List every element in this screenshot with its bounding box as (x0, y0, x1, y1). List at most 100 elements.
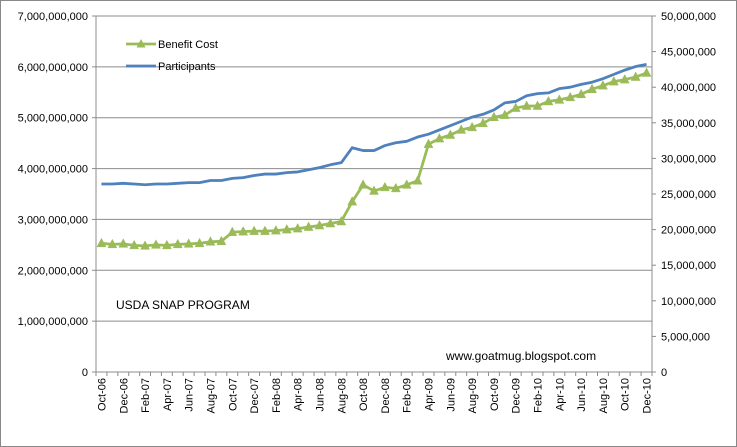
right-axis-tick-label: 25,000,000 (661, 189, 716, 201)
legend-swatch-marker (136, 39, 146, 48)
right-axis-tick-label: 15,000,000 (661, 260, 716, 272)
x-axis-tick-label: Oct-10 (620, 378, 632, 411)
data-point (543, 95, 554, 106)
legend: Benefit Cost Participants (126, 39, 218, 73)
left-axis-tick-label: 5,000,000,000 (18, 113, 88, 125)
data-point (587, 83, 597, 93)
data-point (107, 238, 118, 249)
data-point (358, 179, 369, 189)
right-axis-tick-label: 5,000,000 (661, 331, 710, 343)
data-point (238, 226, 249, 236)
data-point (216, 235, 227, 246)
data-point (619, 74, 630, 84)
x-axis-tick-label: Dec-06 (118, 378, 130, 413)
x-axis-tick-label: Aug-10 (598, 378, 610, 413)
data-point (630, 71, 641, 81)
x-axis-tick-label: Oct-09 (489, 378, 501, 411)
data-point (521, 100, 532, 110)
x-axis-tick-label: Aug-09 (467, 378, 479, 413)
right-axis-tick-label: 0 (661, 367, 667, 379)
x-axis-tick-label: Dec-09 (511, 378, 523, 413)
data-point (281, 224, 292, 234)
left-axis-tick-label: 3,000,000,000 (18, 214, 88, 226)
data-point (161, 239, 172, 250)
series-line-participants (101, 63, 647, 187)
x-axis-tick-label: Oct-07 (227, 378, 239, 411)
chart-annotation-source: www.goatmug.blogspot.com (445, 349, 596, 363)
data-point (478, 117, 488, 128)
data-point (499, 109, 510, 119)
data-point (554, 94, 565, 104)
x-axis-tick-label: Feb-08 (271, 378, 283, 413)
data-point (151, 239, 161, 249)
right-axis-tick-label: 20,000,000 (661, 225, 716, 237)
left-axis-tick-label: 7,000,000,000 (18, 11, 88, 23)
x-axis-tick-label: Apr-08 (293, 378, 305, 411)
x-axis-tick-label: Dec-10 (642, 378, 654, 413)
data-point (401, 179, 412, 189)
data-point (379, 181, 390, 192)
data-point (456, 124, 467, 134)
x-axis-tick-label: Dec-07 (249, 378, 261, 413)
left-axis-tick-label: 4,000,000,000 (18, 164, 88, 176)
data-point (292, 223, 303, 233)
left-axis-tick-label: 1,000,000,000 (18, 316, 88, 328)
data-point (445, 129, 456, 139)
legend-label: Benefit Cost (158, 39, 218, 51)
x-axis-tick-label: Aug-08 (336, 378, 348, 413)
data-point (249, 225, 259, 235)
data-point (576, 88, 587, 99)
right-axis-tick-label: 50,000,000 (661, 11, 716, 23)
data-point (467, 121, 478, 132)
x-axis-tick-label: Jun-09 (445, 378, 457, 412)
data-point (641, 67, 652, 77)
data-point (194, 237, 205, 248)
data-point (423, 138, 434, 148)
data-point (369, 185, 379, 195)
data-point (314, 219, 325, 230)
data-point (412, 175, 423, 185)
x-axis-tick-label: Aug-07 (205, 378, 217, 413)
data-point (205, 236, 216, 246)
x-axis-tick-label: Apr-07 (162, 378, 174, 411)
data-point (183, 238, 194, 248)
data-point (434, 133, 445, 143)
right-axis-tick-label: 10,000,000 (661, 296, 716, 308)
data-point (565, 91, 576, 102)
data-point (347, 196, 358, 206)
x-axis-tick-label: Apr-10 (554, 378, 566, 411)
data-point (172, 238, 183, 249)
data-point (336, 215, 347, 226)
data-point (129, 239, 140, 250)
data-point (270, 225, 281, 235)
series-group (96, 63, 652, 250)
gridlines (96, 15, 652, 322)
data-point (260, 225, 270, 235)
x-axis-tick-label: Jun-07 (184, 378, 196, 412)
data-point (118, 238, 129, 248)
data-point (140, 240, 150, 250)
x-axis-tick-label: Apr-09 (424, 378, 436, 411)
right-axis-tick-label: 40,000,000 (661, 82, 716, 94)
data-point (227, 226, 238, 236)
x-axis-tick-label: Feb-10 (533, 378, 545, 413)
data-point (598, 80, 608, 90)
left-axis-tick-label: 2,000,000,000 (18, 265, 88, 277)
annotations: USDA SNAP PROGRAM www.goatmug.blogspot.co… (116, 298, 596, 363)
x-axis-tick-label: Oct-08 (358, 378, 370, 411)
x-axis-tick-label: Jun-08 (314, 378, 326, 412)
data-point (532, 100, 543, 110)
data-point (489, 111, 499, 121)
left-axis-tick-label: 0 (82, 367, 88, 379)
x-axis-tick-label: Dec-08 (380, 378, 392, 413)
data-point (303, 221, 314, 231)
x-axis-tick-label: Oct-06 (96, 378, 108, 411)
data-point (390, 182, 401, 193)
data-point (510, 102, 521, 112)
axes: 0 1,000,000,000 2,000,000,000 3,000,000,000… (18, 11, 716, 413)
data-point (608, 76, 619, 86)
data-point (96, 237, 107, 248)
x-axis-tick-label: Feb-09 (402, 378, 414, 413)
x-axis-tick-label: Jun-10 (576, 378, 588, 412)
